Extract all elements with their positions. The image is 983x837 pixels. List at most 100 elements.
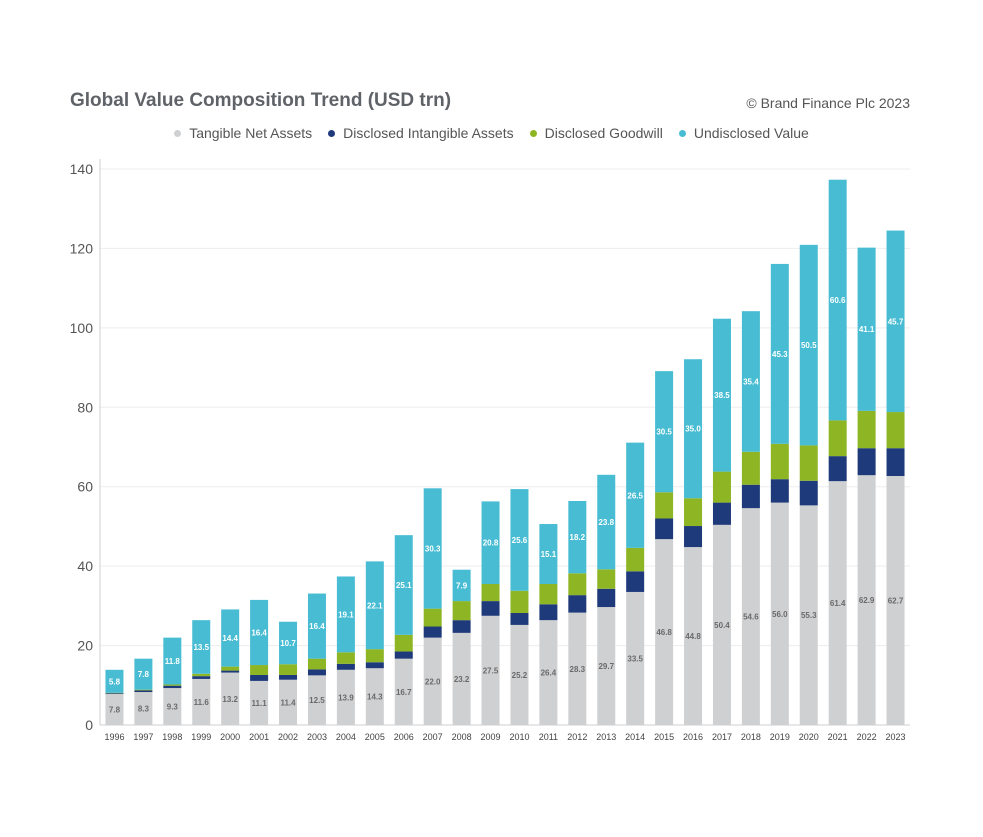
bar-segment-disclosed-goodwill <box>481 584 500 602</box>
bar-segment-tangible-net-assets <box>221 672 240 725</box>
x-tick-label: 2002 <box>278 732 298 742</box>
bar-segment-tangible-net-assets <box>539 620 558 725</box>
data-label: 25.6 <box>512 536 528 545</box>
bar-segment-undisclosed-value <box>655 371 674 493</box>
data-label: 26.4 <box>541 669 557 678</box>
legend-item-tangible-net-assets: Tangible Net Assets <box>174 125 312 141</box>
data-label: 13.9 <box>338 693 354 702</box>
copyright-credit: © Brand Finance Plc 2023 <box>746 95 910 111</box>
bar-segment-tangible-net-assets <box>307 675 326 725</box>
bar-segment-disclosed-goodwill <box>539 584 558 605</box>
bar-segment-tangible-net-assets <box>423 637 442 725</box>
data-label: 19.1 <box>338 610 354 619</box>
bar-segment-disclosed-intangible-assets <box>684 526 703 548</box>
data-label: 28.3 <box>570 665 586 674</box>
bar-segment-undisclosed-value <box>741 311 760 452</box>
bar-segment-disclosed-intangible-assets <box>481 601 500 616</box>
bar-segment-tangible-net-assets <box>684 547 703 725</box>
bar-segment-disclosed-goodwill <box>684 498 703 527</box>
data-label: 13.2 <box>222 695 238 704</box>
bar-segment-disclosed-goodwill <box>597 569 616 589</box>
bar-segment-disclosed-goodwill <box>770 443 789 480</box>
x-tick-label: 2017 <box>712 732 732 742</box>
bar-segment-undisclosed-value <box>192 620 211 674</box>
legend-swatch <box>328 129 336 137</box>
x-tick-label: 2016 <box>683 732 703 742</box>
x-tick-label: 2021 <box>828 732 848 742</box>
y-tick-label: 60 <box>77 479 93 495</box>
y-tick-label: 20 <box>77 638 93 654</box>
chart-legend: Tangible Net Assets Disclosed Intangible … <box>0 125 983 141</box>
bar-segment-disclosed-goodwill <box>250 665 269 675</box>
x-tick-label: 2010 <box>509 732 529 742</box>
data-label: 16.4 <box>309 622 325 631</box>
bar-segment-disclosed-intangible-assets <box>799 480 818 506</box>
data-label: 16.4 <box>251 628 267 637</box>
data-label: 33.5 <box>627 654 643 663</box>
bar-segment-disclosed-intangible-assets <box>568 595 587 613</box>
data-label: 29.7 <box>598 662 614 671</box>
x-tick-label: 2011 <box>539 732 558 742</box>
data-label: 25.2 <box>512 671 528 680</box>
data-label: 50.5 <box>801 341 817 350</box>
data-label: 7.8 <box>138 670 150 679</box>
data-label: 8.3 <box>138 705 150 714</box>
data-label: 15.1 <box>541 550 557 559</box>
bar-segment-tangible-net-assets <box>105 694 124 725</box>
bar-segment-tangible-net-assets <box>828 481 847 725</box>
x-tick-label: 2012 <box>567 732 587 742</box>
chart-title: Global Value Composition Trend (USD trn) <box>70 90 452 111</box>
bar-segment-disclosed-goodwill <box>279 664 298 675</box>
bar-segment-disclosed-intangible-assets <box>828 456 847 482</box>
bar-segment-disclosed-intangible-assets <box>279 674 298 680</box>
bar-segment-disclosed-intangible-assets <box>250 674 269 681</box>
data-label: 60.6 <box>830 296 846 305</box>
bar-segment-undisclosed-value <box>423 488 442 609</box>
bar-segment-disclosed-intangible-assets <box>626 571 645 592</box>
bar-segment-disclosed-goodwill <box>568 573 587 596</box>
data-label: 54.6 <box>743 613 759 622</box>
bar-segment-disclosed-goodwill <box>134 689 153 691</box>
bar-segment-disclosed-intangible-assets <box>423 626 442 638</box>
bar-segment-undisclosed-value <box>481 501 500 585</box>
bar-segment-disclosed-goodwill <box>857 410 876 449</box>
bar-segment-tangible-net-assets <box>134 692 153 725</box>
legend-swatch <box>678 129 686 137</box>
data-label: 11.1 <box>252 699 268 708</box>
bar-segment-tangible-net-assets <box>192 678 211 725</box>
x-tick-label: 2023 <box>886 732 906 742</box>
bar-segment-tangible-net-assets <box>481 615 500 725</box>
bar-segment-disclosed-goodwill <box>741 451 760 485</box>
bar-segment-disclosed-goodwill <box>712 471 731 503</box>
bar-segment-undisclosed-value <box>510 489 529 591</box>
legend-item-undisclosed-value: Undisclosed Value <box>678 125 809 141</box>
bar-segment-undisclosed-value <box>684 359 703 499</box>
x-tick-label: 2004 <box>336 732 356 742</box>
legend-swatch <box>529 129 537 137</box>
data-label: 13.5 <box>193 643 209 652</box>
bar-segment-disclosed-intangible-assets <box>886 448 905 476</box>
data-label: 30.5 <box>656 428 672 437</box>
x-tick-label: 1996 <box>104 732 124 742</box>
y-tick-label: 140 <box>70 161 94 177</box>
y-tick-label: 80 <box>77 399 93 415</box>
bar-segment-tangible-net-assets <box>712 524 731 725</box>
x-tick-label: 2003 <box>307 732 327 742</box>
bar-segment-undisclosed-value <box>307 593 326 659</box>
bar-segment-disclosed-intangible-assets <box>105 693 124 695</box>
bar-segment-undisclosed-value <box>828 179 847 421</box>
legend-label: Undisclosed Value <box>693 125 809 141</box>
data-label: 26.5 <box>627 491 643 500</box>
data-label: 23.8 <box>598 518 614 527</box>
bar-segment-disclosed-intangible-assets <box>336 663 355 670</box>
bar-segment-disclosed-intangible-assets <box>134 690 153 693</box>
bar-segment-tangible-net-assets <box>741 508 760 725</box>
y-tick-label: 120 <box>70 240 94 256</box>
data-label: 9.3 <box>167 703 179 712</box>
bar-segment-disclosed-intangible-assets <box>192 676 211 679</box>
data-label: 55.3 <box>801 611 817 620</box>
data-label: 46.8 <box>656 628 672 637</box>
x-tick-label: 2000 <box>220 732 240 742</box>
bar-segment-disclosed-goodwill <box>365 649 384 663</box>
bar-segment-disclosed-intangible-assets <box>655 518 674 540</box>
